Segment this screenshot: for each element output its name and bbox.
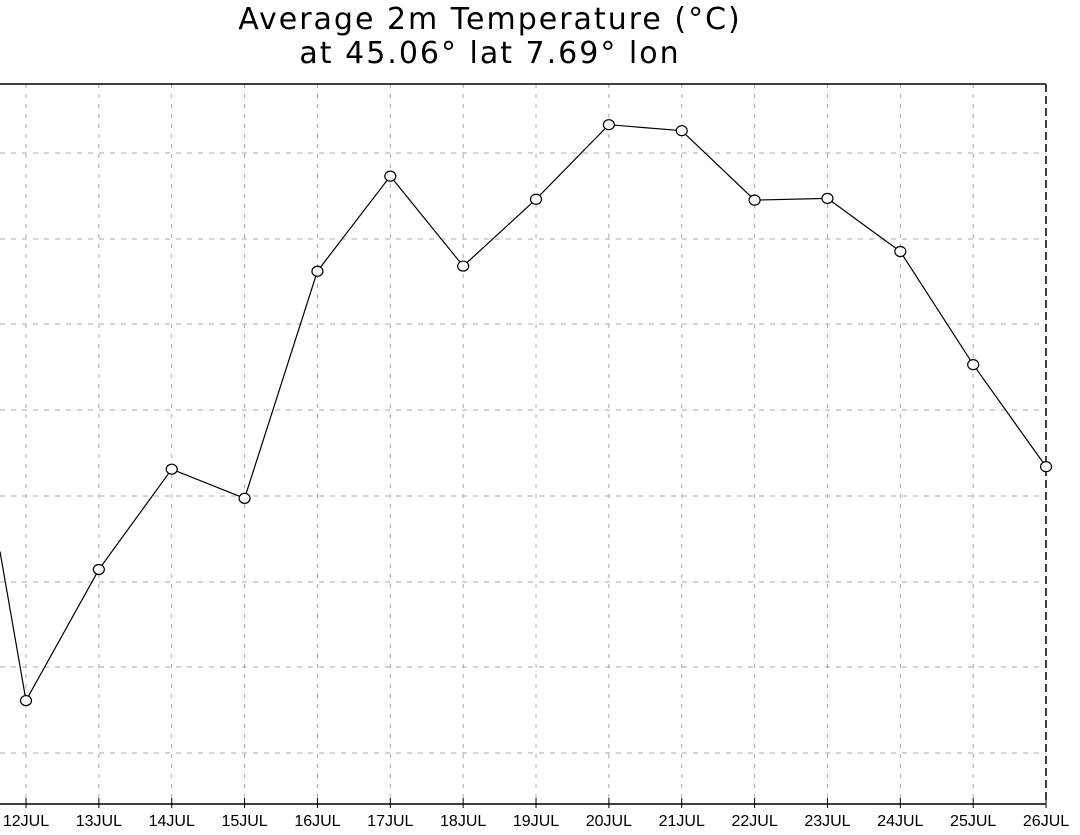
data-point-marker [19,694,33,707]
data-point-marker [602,119,615,131]
x-tick-label: 13JUL [76,813,122,830]
data-point-marker [311,265,324,277]
data-point-marker [384,170,397,182]
x-tick-label: 26JUL [1023,813,1069,830]
x-tick-label: 20JUL [586,813,632,830]
data-point-marker [238,492,251,504]
x-tick-label: 24JUL [877,813,923,830]
data-point-marker [967,359,980,371]
data-point-marker [1039,461,1053,473]
series-line [0,124,1047,703]
x-tick-label: 19JUL [513,813,559,830]
data-point-marker [748,194,761,206]
chart-title: Average 2m Temperature (°C) [238,2,742,37]
x-tick-label: 23JUL [804,813,850,830]
x-tick-label: 12JUL [3,813,49,830]
axes [0,83,1047,805]
data-point-marker [894,245,907,258]
x-tick-label: 22JUL [731,813,777,830]
data-point-marker [92,563,105,576]
temperature-series [0,119,1053,707]
x-tick-label: 14JUL [149,813,195,830]
x-tick-label: 17JUL [367,813,413,830]
data-point-marker [529,193,543,205]
data-point-marker [457,260,470,272]
x-tick-label: 21JUL [659,813,705,830]
x-axis-ticks: 12JUL 13JUL 14JUL 15JUL 16JUL 17JUL 18JUL 19JUL… [3,798,1069,830]
x-tick-label: 15JUL [221,813,267,830]
x-tick-label: 25JUL [950,813,996,830]
x-tick-label: 18JUL [440,813,486,830]
chart-subtitle: at 45.06° lat 7.69° lon [299,36,681,71]
data-point-marker [821,192,834,204]
data-point-marker [165,463,178,475]
gridlines [0,84,1046,804]
x-tick-label: 16JUL [294,813,340,830]
data-point-marker [675,125,688,137]
